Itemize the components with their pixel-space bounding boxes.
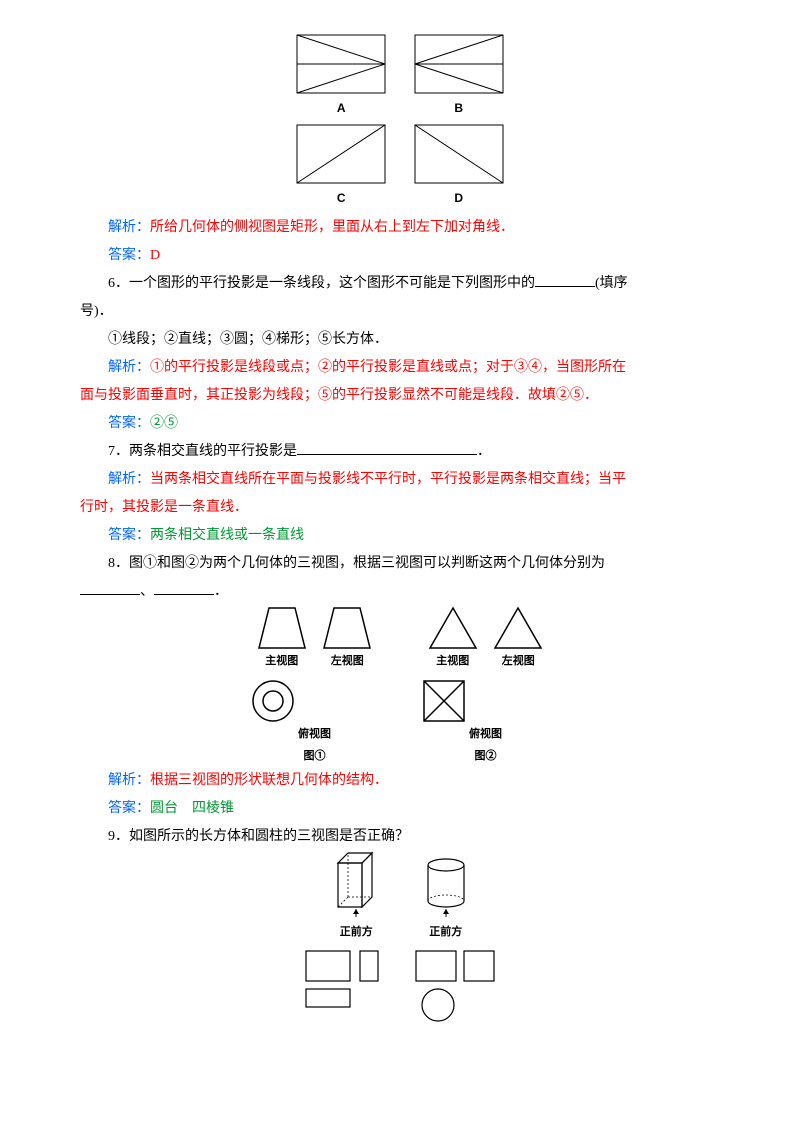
label-c: C (296, 186, 386, 210)
cuboid-icon (332, 851, 380, 909)
answer-text: ②⑤ (150, 416, 178, 431)
q7-analysis-1: 解析：当两条相交直线所在平面与投影线不平行时，平行投影是两条相交直线；当平 (80, 466, 720, 494)
cuboid-views-row2-icon (304, 987, 382, 1011)
cylinder-views-row2-icon (414, 987, 496, 1023)
cylinder-icon (424, 857, 468, 909)
q5-answer: 答案：D (80, 242, 720, 270)
front-label-1: 正前方 (332, 921, 380, 943)
analysis-text: 当两条相交直线所在平面与投影线不平行时，平行投影是两条相交直线；当平 (150, 472, 626, 487)
analysis-text: 根据三视图的形状联想几何体的结构． (150, 773, 388, 788)
figure-b: B (414, 34, 504, 120)
trapezoid-main-icon (257, 606, 307, 650)
q7-analysis-2: 行时，其投影是一条直线． (80, 494, 720, 522)
label-top: 俯视图 (251, 723, 379, 745)
label-g1: 图① (251, 745, 379, 767)
q8-period: ． (214, 584, 228, 599)
rect-a-svg (296, 34, 386, 94)
q8-answer: 答案：圆台 四棱锥 (80, 795, 720, 823)
answer-text: 两条相交直线或一条直线 (150, 528, 304, 543)
q9-figures: 正前方 正前方 (80, 851, 720, 1023)
analysis-text: ①的平行投影是线段或点；②的平行投影是直线或点；对于③④，当图形所在 (150, 360, 626, 375)
q6-blank (535, 272, 595, 287)
q8-blank2 (154, 580, 214, 595)
label-a: A (296, 96, 386, 120)
q8-fig1: 主视图 左视图 俯视图 图① (251, 606, 379, 767)
square-x-top-icon (422, 679, 466, 723)
label-left2: 左视图 (493, 650, 543, 672)
analysis-label: 解析： (108, 472, 150, 487)
arrow-front-icon-2 (432, 909, 460, 921)
rect-b-svg (414, 34, 504, 94)
q9-text: 9．如图所示的长方体和圆柱的三视图是否正确？ (80, 823, 720, 851)
q7-prefix: 7．两条相交直线的平行投影是 (108, 444, 297, 459)
q5-analysis: 解析：所给几何体的侧视图是矩形，里面从右上到左下加对角线． (80, 214, 720, 242)
q8-figures: 主视图 左视图 俯视图 图① (80, 606, 720, 767)
q8-blanks: 、． (80, 578, 720, 606)
q6-answer: 答案：②⑤ (80, 410, 720, 438)
q6-prefix: 6．一个图形的平行投影是一条线段，这个图形不可能是下列图形中的 (108, 276, 535, 291)
rect-c-svg (296, 124, 386, 184)
q8-blank1 (80, 580, 140, 595)
arrow-front-icon (342, 909, 370, 921)
q6-suffix: (填序 (595, 276, 628, 291)
answer-text: D (150, 248, 160, 263)
label-g2: 图② (422, 745, 550, 767)
label-main: 主视图 (257, 650, 307, 672)
analysis-label: 解析： (108, 220, 150, 235)
triangle-main-icon (428, 606, 478, 650)
answer-label: 答案： (108, 801, 150, 816)
label-left: 左视图 (322, 650, 372, 672)
q7-answer: 答案：两条相交直线或一条直线 (80, 522, 720, 550)
rect-d-svg (414, 124, 504, 184)
label-b: B (414, 96, 504, 120)
q6-text: 6．一个图形的平行投影是一条线段，这个图形不可能是下列图形中的 (填序 (80, 270, 720, 298)
answer-label: 答案： (108, 528, 150, 543)
q8-text: 8．图①和图②为两个几何体的三视图，根据三视图可以判断这两个几何体分别为 (80, 550, 720, 578)
label-d: D (414, 186, 504, 210)
q7-blank (297, 440, 477, 455)
label-main2: 主视图 (428, 650, 478, 672)
q7-text: 7．两条相交直线的平行投影是 ． (80, 438, 720, 466)
q6-text2: 号)． (80, 298, 720, 326)
annulus-top-icon (251, 679, 295, 723)
figure-abcd: A B C (80, 34, 720, 210)
triangle-left-icon (493, 606, 543, 650)
cuboid-views-row1-icon (304, 949, 382, 983)
analysis-text: 所给几何体的侧视图是矩形，里面从右上到左下加对角线． (150, 220, 514, 235)
front-label-2: 正前方 (424, 921, 468, 943)
q7-suffix: ． (477, 444, 491, 459)
figure-c: C (296, 124, 386, 210)
q6-options: ①线段；②直线；③圆；④梯形；⑤长方体． (80, 326, 720, 354)
q8-analysis: 解析：根据三视图的形状联想几何体的结构． (80, 767, 720, 795)
cylinder-views-row1-icon (414, 949, 496, 983)
page: A B C (0, 0, 800, 1132)
q6-analysis-2: 面与投影面垂直时，其正投影为线段；⑤的平行投影显然不可能是线段．故填②⑤． (80, 382, 720, 410)
answer-text: 圆台 四棱锥 (150, 801, 234, 816)
label-top2: 俯视图 (422, 723, 550, 745)
figure-a: A (296, 34, 386, 120)
answer-label: 答案： (108, 416, 150, 431)
q6-analysis-1: 解析：①的平行投影是线段或点；②的平行投影是直线或点；对于③④，当图形所在 (80, 354, 720, 382)
answer-label: 答案： (108, 248, 150, 263)
analysis-label: 解析： (108, 773, 150, 788)
q8-fig2: 主视图 左视图 俯视图 图② (422, 606, 550, 767)
analysis-label: 解析： (108, 360, 150, 375)
trapezoid-left-icon (322, 606, 372, 650)
figure-d: D (414, 124, 504, 210)
